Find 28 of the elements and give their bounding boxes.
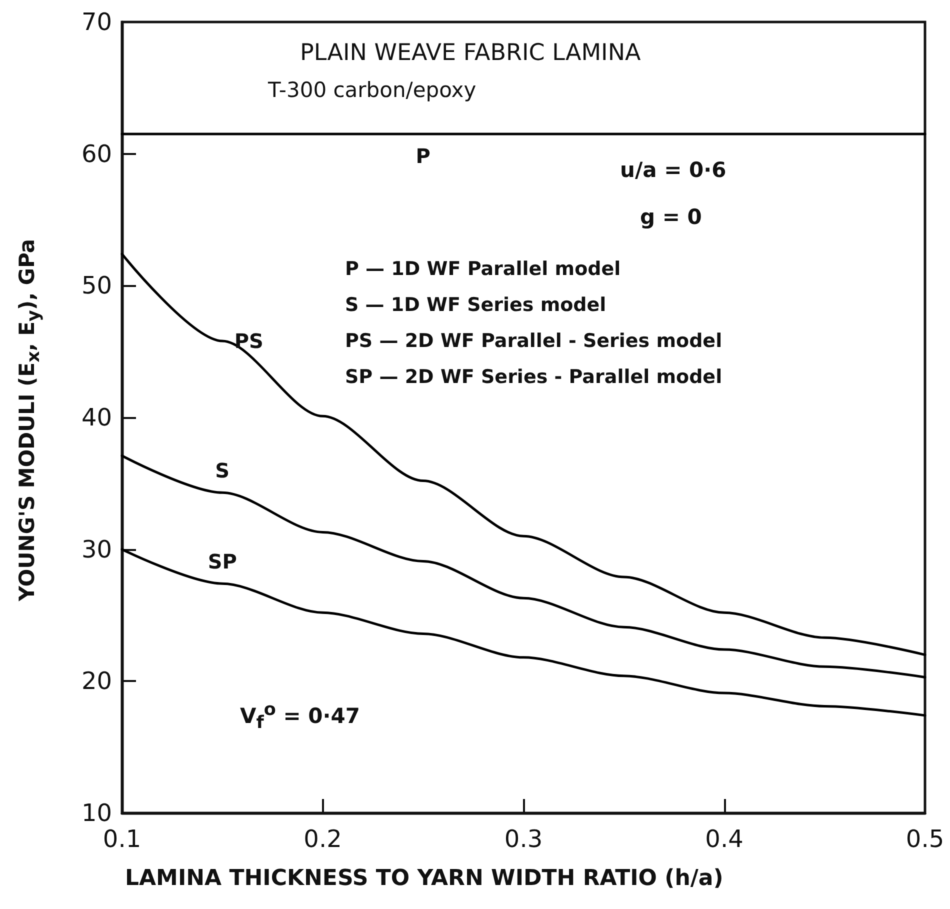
annotation: SP — 2D WF Series - Parallel model [345, 366, 722, 388]
x-tick-label: 0.1 [102, 825, 142, 853]
annotation: S — 1D WF Series model [345, 294, 606, 316]
series-label: PS [234, 329, 264, 354]
y-tick-label: 50 [81, 272, 112, 300]
x-tick-label: 0.2 [304, 825, 342, 853]
annotation: V$_{f}$$^{o}$ = 0·47 [240, 700, 360, 734]
x-tick-label: 0.3 [504, 825, 543, 853]
annotation: u/a = 0·6 [620, 158, 726, 182]
line-series [120, 454, 926, 678]
series-label: SP [208, 550, 237, 574]
y-tick-label: 20 [81, 667, 112, 696]
annotation: P — 1D WF Parallel model [345, 258, 621, 280]
y-tick-label: 70 [81, 8, 112, 36]
y-tick-label: 30 [81, 535, 112, 564]
x-axis-title: LAMINA THICKNESS TO YARN WIDTH RATIO (h/a) [125, 866, 724, 891]
text: PLAIN WEAVE FABRIC LAMINA [300, 40, 641, 66]
line-series [120, 252, 926, 656]
y-tick-label: 60 [81, 140, 112, 168]
series-label: S [215, 458, 230, 483]
x-tick-label: 0.5 [906, 825, 944, 853]
annotation: PS — 2D WF Parallel - Series model [345, 330, 722, 352]
annotation: g = 0 [640, 205, 702, 229]
y-tick-label: 40 [81, 404, 112, 432]
x-tick-label: 0.4 [705, 825, 744, 853]
y-tick-label: 10 [81, 799, 112, 827]
series-label: P [416, 144, 430, 168]
text: T-300 carbon/epoxy [268, 78, 476, 102]
